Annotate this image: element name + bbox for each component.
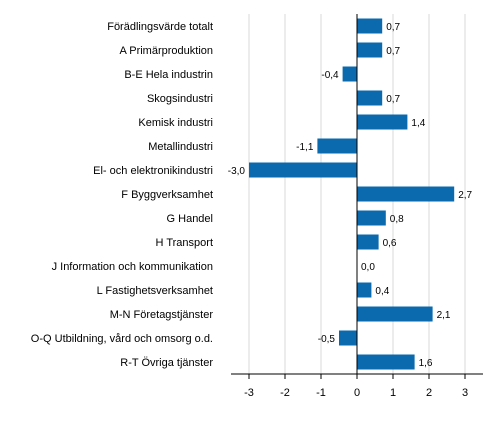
bar bbox=[357, 234, 379, 250]
data-label: 2,1 bbox=[437, 310, 451, 321]
data-label: -1,1 bbox=[296, 142, 314, 153]
data-label: 0,0 bbox=[361, 262, 375, 273]
bar bbox=[357, 282, 372, 298]
labels: Förädlingsvärde totalt 0,7 A Primärprodukt… bbox=[31, 21, 473, 369]
data-label: -3,0 bbox=[228, 166, 246, 177]
x-tick-label: 2 bbox=[426, 387, 432, 399]
x-tick-label: -2 bbox=[280, 387, 290, 399]
x-tick-label: -1 bbox=[316, 387, 326, 399]
category-label: G Handel bbox=[167, 213, 213, 225]
category-label: A Primärproduktion bbox=[119, 45, 213, 57]
data-label: 1,4 bbox=[411, 118, 425, 129]
bar bbox=[357, 354, 415, 370]
category-label: Kemisk industri bbox=[138, 117, 213, 129]
bar bbox=[357, 42, 383, 58]
x-tick-label: 1 bbox=[390, 387, 396, 399]
data-label: 0,7 bbox=[386, 94, 400, 105]
bar bbox=[357, 306, 433, 322]
data-label: 0,6 bbox=[383, 238, 397, 249]
bar bbox=[317, 138, 357, 154]
category-label: J Information och kommunikation bbox=[52, 261, 213, 273]
bar bbox=[357, 18, 383, 34]
data-label: 0,4 bbox=[375, 286, 389, 297]
category-label: M-N Företagstjänster bbox=[110, 309, 214, 321]
bar bbox=[357, 114, 408, 130]
data-label: 0,8 bbox=[390, 214, 404, 225]
x-tick-label: 3 bbox=[462, 387, 468, 399]
category-label: Skogsindustri bbox=[147, 93, 213, 105]
data-label: 1,6 bbox=[419, 358, 433, 369]
bars bbox=[249, 18, 455, 370]
bar bbox=[342, 66, 357, 82]
data-label: 2,7 bbox=[458, 190, 472, 201]
category-label: R-T Övriga tjänster bbox=[120, 357, 213, 369]
bar bbox=[357, 90, 383, 106]
bar bbox=[339, 330, 357, 346]
x-tick-label: -3 bbox=[244, 387, 254, 399]
axes: -3 -2 -1 0 1 2 3 bbox=[231, 14, 483, 399]
category-label: Förädlingsvärde totalt bbox=[107, 21, 213, 33]
data-label: -0,4 bbox=[321, 70, 339, 81]
category-label: B-E Hela industrin bbox=[124, 69, 213, 81]
category-label: El- och elektronikindustri bbox=[93, 165, 213, 177]
category-label: Metallindustri bbox=[148, 141, 213, 153]
bar bbox=[249, 162, 357, 178]
data-label: 0,7 bbox=[386, 46, 400, 57]
data-label: -0,5 bbox=[318, 334, 336, 345]
bar bbox=[357, 210, 386, 226]
category-label: F Byggverksamhet bbox=[121, 189, 213, 201]
category-label: O-Q Utbildning, vård och omsorg o.d. bbox=[31, 333, 213, 345]
category-label: H Transport bbox=[156, 237, 213, 249]
x-tick-label: 0 bbox=[354, 387, 360, 399]
bar bbox=[357, 186, 455, 202]
category-label: L Fastighetsverksamhet bbox=[97, 285, 213, 297]
data-label: 0,7 bbox=[386, 22, 400, 33]
